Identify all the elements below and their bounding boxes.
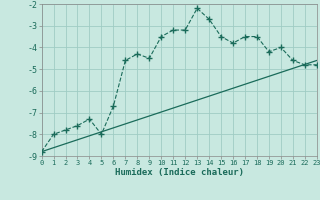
- X-axis label: Humidex (Indice chaleur): Humidex (Indice chaleur): [115, 168, 244, 177]
